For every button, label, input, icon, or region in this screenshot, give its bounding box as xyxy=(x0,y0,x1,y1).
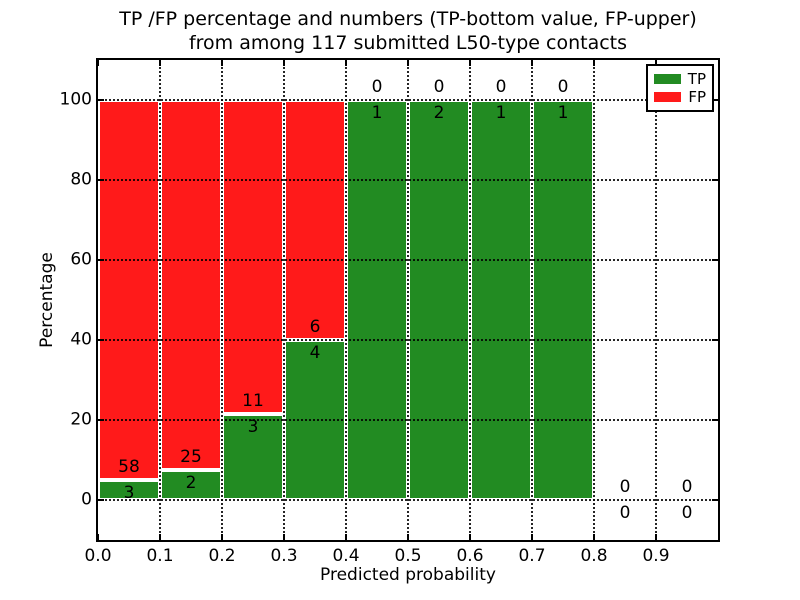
y-tick-mark-right xyxy=(712,339,718,341)
x-tick-mark-top xyxy=(407,60,409,66)
x-tick-mark-top xyxy=(159,60,161,66)
fp-count-label: 11 xyxy=(242,391,264,412)
axes-frame xyxy=(96,58,720,542)
bar-tp-segment xyxy=(160,470,222,500)
x-tick-mark xyxy=(283,534,285,540)
x-tick-mark-top xyxy=(593,60,595,66)
x-tick-mark xyxy=(159,534,161,540)
y-tick-label: 100 xyxy=(59,89,92,110)
x-tick-label: 0.4 xyxy=(332,546,360,566)
y-tick-mark-right xyxy=(712,259,718,261)
gridline-vertical xyxy=(593,60,595,540)
tp-count-label: 1 xyxy=(557,103,569,123)
tp-count-label: 1 xyxy=(371,103,383,123)
fp-count-label: 0 xyxy=(495,77,507,97)
y-tick-mark-right xyxy=(712,179,718,181)
legend: TP FP xyxy=(646,64,714,112)
x-tick-mark xyxy=(469,534,471,540)
y-tick-mark-right xyxy=(712,499,718,501)
x-tick-mark-top xyxy=(97,60,99,66)
tp-count-label: 2 xyxy=(185,473,197,494)
y-tick-label: 40 xyxy=(70,329,92,350)
fp-count-label: 6 xyxy=(309,317,321,337)
x-tick-label: 0.3 xyxy=(270,546,298,566)
fp-count-label: 0 xyxy=(681,477,693,497)
x-tick-mark xyxy=(531,534,533,540)
y-tick-mark xyxy=(98,339,104,341)
legend-label: TP xyxy=(687,69,706,88)
x-tick-mark-top xyxy=(221,60,223,66)
x-tick-mark-top xyxy=(345,60,347,66)
gridline-vertical xyxy=(221,60,223,540)
x-tick-mark xyxy=(655,534,657,540)
y-tick-label: 0 xyxy=(81,489,92,510)
gridline-vertical xyxy=(159,60,161,540)
x-tick-label: 0.0 xyxy=(84,546,112,566)
gridline-vertical xyxy=(283,60,285,540)
y-tick-mark xyxy=(98,419,104,421)
y-tick-mark xyxy=(98,179,104,181)
chart-title-line1: TP /FP percentage and numbers (TP-bottom… xyxy=(119,8,697,30)
legend-entry: TP xyxy=(654,71,706,87)
legend-swatch xyxy=(654,74,681,84)
tp-count-label: 3 xyxy=(123,483,135,504)
x-tick-label: 0.9 xyxy=(642,546,670,566)
fp-count-label: 0 xyxy=(619,477,631,497)
y-tick-mark xyxy=(98,259,104,261)
x-tick-label: 0.7 xyxy=(518,546,546,566)
gridline-vertical xyxy=(407,60,409,540)
fp-count-label: 0 xyxy=(433,77,445,97)
fp-count-label: 25 xyxy=(180,447,202,468)
x-tick-mark xyxy=(221,534,223,540)
legend-label: FP xyxy=(688,87,706,106)
tp-count-label: 2 xyxy=(433,103,445,123)
fp-count-label: 0 xyxy=(557,77,569,97)
tp-count-label: 0 xyxy=(619,503,631,523)
x-tick-mark-top xyxy=(655,60,657,66)
gridline-vertical xyxy=(531,60,533,540)
chart-title-line2: from among 117 submitted L50-type contac… xyxy=(188,32,628,54)
y-tick-mark xyxy=(98,499,104,501)
y-tick-label: 60 xyxy=(70,249,92,270)
chart-title: TP /FP percentage and numbers (TP-bottom… xyxy=(98,7,718,55)
y-tick-mark-right xyxy=(712,419,718,421)
tp-count-label: 3 xyxy=(247,417,259,438)
x-axis-label: Predicted probability xyxy=(320,565,496,585)
x-tick-mark xyxy=(97,534,99,540)
gridline-vertical xyxy=(469,60,471,540)
gridline-vertical xyxy=(655,60,657,540)
gridline-vertical xyxy=(345,60,347,540)
legend-swatch xyxy=(654,92,681,102)
bar-tp-segment xyxy=(532,100,594,500)
tp-count-label: 0 xyxy=(681,503,693,523)
y-tick-label: 80 xyxy=(70,169,92,190)
x-tick-mark-top xyxy=(469,60,471,66)
x-tick-mark-top xyxy=(283,60,285,66)
bar-tp-segment xyxy=(346,100,408,500)
y-tick-label: 20 xyxy=(70,409,92,430)
x-tick-label: 0.6 xyxy=(456,546,484,566)
fp-count-label: 58 xyxy=(118,457,140,478)
y-tick-mark xyxy=(98,99,104,101)
x-tick-label: 0.5 xyxy=(394,546,422,566)
x-tick-mark xyxy=(345,534,347,540)
tp-count-label: 1 xyxy=(495,103,507,123)
y-tick-mark-right xyxy=(712,99,718,101)
x-tick-mark xyxy=(407,534,409,540)
x-tick-label: 0.2 xyxy=(208,546,236,566)
bar-tp-segment xyxy=(408,100,470,500)
bar-fp-segment xyxy=(98,100,160,481)
x-tick-label: 0.8 xyxy=(580,546,608,566)
x-tick-mark xyxy=(593,534,595,540)
x-tick-label: 0.1 xyxy=(146,546,174,566)
legend-entry: FP xyxy=(654,89,706,105)
fp-count-label: 0 xyxy=(371,77,383,97)
x-tick-mark-top xyxy=(531,60,533,66)
tp-count-label: 4 xyxy=(309,343,321,363)
